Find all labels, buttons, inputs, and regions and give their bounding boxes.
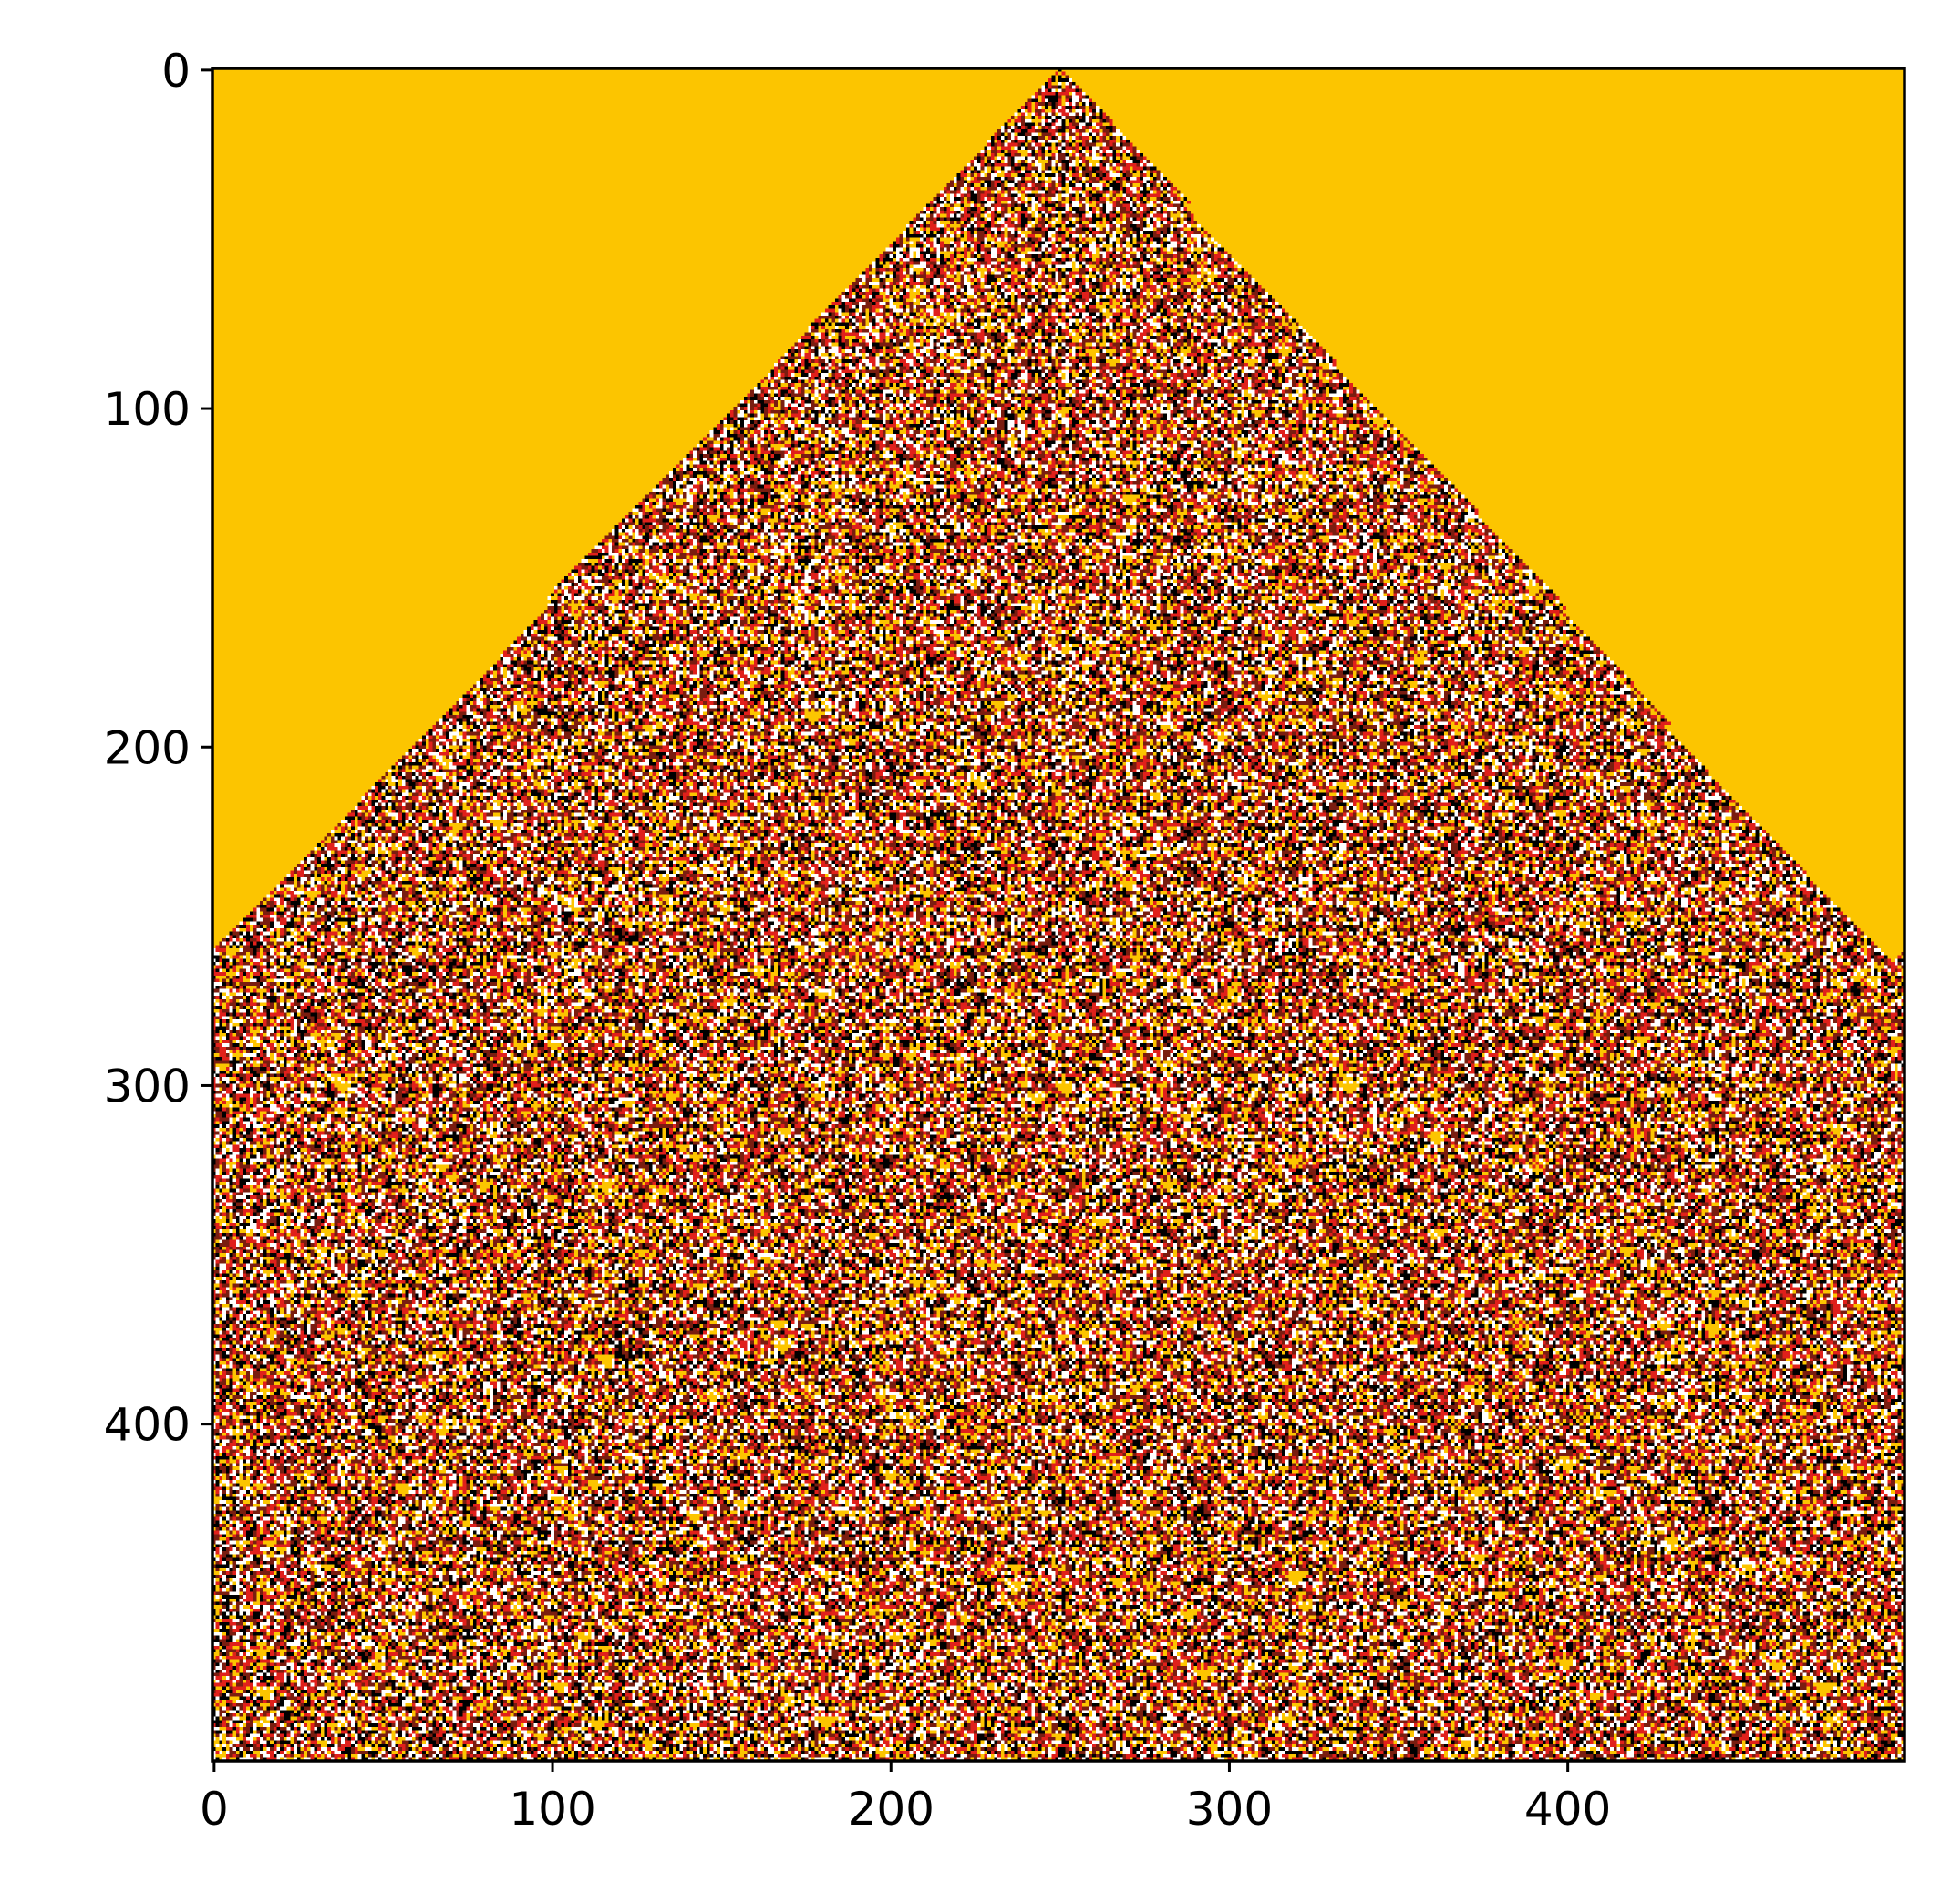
x-tick-label: 200	[848, 1783, 934, 1836]
plot-border	[211, 67, 1906, 1763]
y-axis: 0 100 200 300 400	[104, 45, 212, 1452]
x-tick-label: 400	[1524, 1783, 1611, 1836]
y-tick-label: 400	[104, 1399, 191, 1452]
x-tick-label: 100	[509, 1783, 595, 1836]
axes-frame	[211, 67, 1906, 1763]
y-tick-label: 100	[104, 383, 191, 436]
x-tick-label: 300	[1186, 1783, 1273, 1836]
y-tick-label: 0	[161, 45, 191, 98]
y-tick-label: 300	[104, 1060, 191, 1112]
x-tick-label: 0	[200, 1783, 229, 1836]
x-axis: 0 100 200 300 400	[200, 1761, 1611, 1836]
y-tick-label: 200	[104, 721, 191, 774]
heatmap-image	[212, 68, 1905, 1761]
